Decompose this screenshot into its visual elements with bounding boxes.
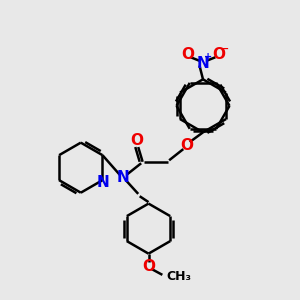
Text: +: + bbox=[204, 52, 212, 62]
Text: N: N bbox=[97, 175, 110, 190]
Text: O: O bbox=[130, 133, 143, 148]
Text: CH₃: CH₃ bbox=[166, 270, 191, 283]
Text: −: − bbox=[220, 44, 230, 54]
Text: N: N bbox=[196, 56, 209, 70]
Text: O: O bbox=[212, 47, 225, 62]
Text: O: O bbox=[181, 47, 194, 62]
Text: O: O bbox=[180, 138, 193, 153]
Text: N: N bbox=[117, 170, 130, 185]
Text: O: O bbox=[142, 259, 155, 274]
